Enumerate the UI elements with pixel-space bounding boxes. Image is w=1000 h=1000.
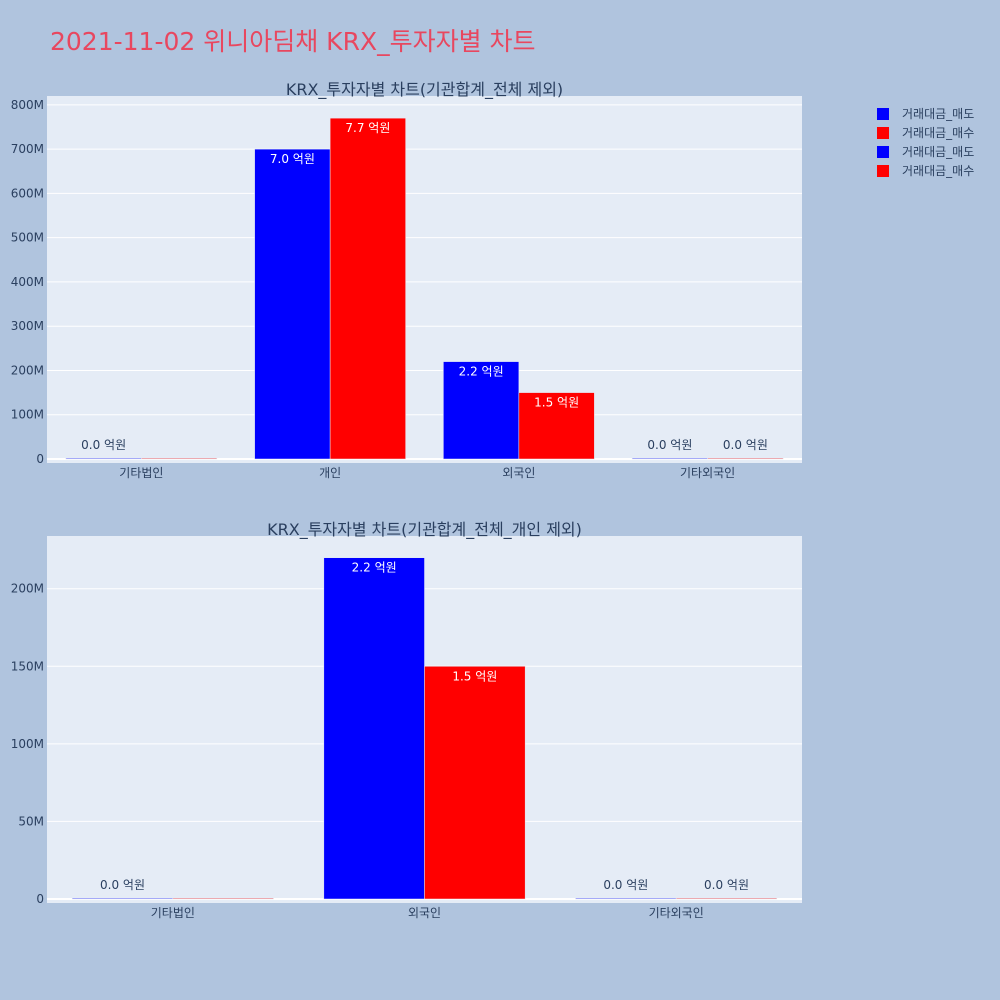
legend-swatch xyxy=(877,108,889,120)
x-tick-label: 외국인 xyxy=(502,466,535,480)
y-tick-label: 400M xyxy=(11,275,44,289)
page-title: 2021-11-02 위니아딤채 KRX_투자자별 차트 xyxy=(50,27,536,56)
bar-buy xyxy=(424,666,526,900)
bar-data-label: 0.0 억원 xyxy=(704,878,749,892)
bar-data-label: 0.0 억원 xyxy=(81,438,126,452)
x-tick-label: 기타외국인 xyxy=(649,906,704,920)
legend-swatch xyxy=(877,165,889,177)
legend-label: 거래대금_매도 xyxy=(902,107,974,121)
bar-sell xyxy=(443,361,520,460)
legend-swatch xyxy=(877,127,889,139)
y-tick-label: 100M xyxy=(11,408,44,422)
bar-buy xyxy=(675,897,778,900)
bar-data-label: 7.0 억원 xyxy=(270,152,315,166)
bar-data-label: 1.5 억원 xyxy=(452,669,497,683)
bar-sell xyxy=(254,148,331,460)
bar-sell xyxy=(71,897,174,900)
bar-sell xyxy=(575,897,677,900)
x-tick-label: 개인 xyxy=(319,466,341,480)
bar-data-label: 0.0 억원 xyxy=(603,878,648,892)
bar-sell xyxy=(631,457,708,460)
bar-sell xyxy=(323,557,425,900)
bar-buy xyxy=(518,392,595,460)
bar-data-label: 0.0 억원 xyxy=(647,438,692,452)
bar-data-label: 2.2 억원 xyxy=(459,365,504,379)
y-tick-label: 100M xyxy=(11,737,44,751)
bar-buy xyxy=(329,117,406,460)
bar-data-label: 1.5 억원 xyxy=(534,396,579,410)
y-tick-label: 800M xyxy=(11,98,44,112)
plot-area-1 xyxy=(47,96,802,463)
chart-title: KRX_투자자별 차트(기관합계_전체_개인 제외) xyxy=(267,520,582,540)
bar-data-label: 0.0 억원 xyxy=(100,878,145,892)
bar-data-label: 7.7 억원 xyxy=(345,121,390,135)
legend-label: 거래대금_매도 xyxy=(902,145,974,159)
bar-buy xyxy=(707,457,784,460)
y-tick-label: 50M xyxy=(18,814,44,828)
legend-swatch xyxy=(877,146,889,158)
bar-sell xyxy=(65,457,142,460)
x-tick-label: 기타법인 xyxy=(119,466,163,480)
chart-title: KRX_투자자별 차트(기관합계_전체 제외) xyxy=(286,80,563,100)
legend-label: 거래대금_매수 xyxy=(902,164,974,178)
bar-data-label: 0.0 억원 xyxy=(723,438,768,452)
y-tick-label: 300M xyxy=(11,319,44,333)
bar-data-label: 2.2 억원 xyxy=(352,561,397,575)
y-tick-label: 150M xyxy=(11,659,44,673)
y-tick-label: 600M xyxy=(11,186,44,200)
legend-label: 거래대금_매수 xyxy=(902,126,974,140)
y-tick-label: 500M xyxy=(11,231,44,245)
y-tick-label: 700M xyxy=(11,142,44,156)
bar-buy xyxy=(141,457,218,460)
x-tick-label: 외국인 xyxy=(408,906,441,920)
x-tick-label: 기타외국인 xyxy=(680,466,735,480)
y-tick-label: 0 xyxy=(36,452,44,466)
y-tick-label: 200M xyxy=(11,363,44,377)
bar-buy xyxy=(172,897,274,900)
x-tick-label: 기타법인 xyxy=(151,906,195,920)
y-tick-label: 200M xyxy=(11,582,44,596)
y-tick-label: 0 xyxy=(36,892,44,906)
